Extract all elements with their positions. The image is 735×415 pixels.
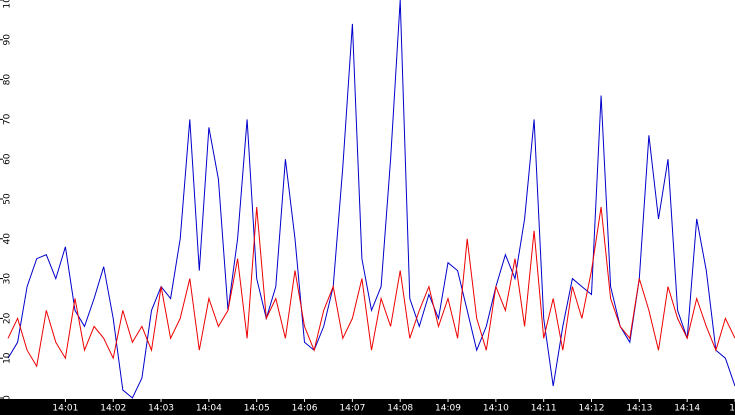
x-axis-bar (0, 399, 735, 415)
x-tick-label: 14:04 (196, 404, 222, 414)
x-tick-label: 14:06 (292, 404, 318, 414)
series-line (7, 0, 735, 399)
y-tick-label: 50 (3, 193, 13, 205)
x-tick-label: 14:02 (100, 404, 126, 414)
y-tick-label: 30 (3, 273, 13, 285)
x-tick-label: 14:01 (52, 404, 78, 414)
x-tick-label: 14:03 (148, 404, 174, 414)
y-tick-label: 60 (3, 153, 13, 165)
y-tick-label: 10 (3, 352, 13, 364)
y-tick-label: 90 (3, 34, 13, 46)
x-tick-label: 14:08 (387, 404, 413, 414)
series-line (7, 206, 735, 368)
x-tick-label: 14:07 (339, 404, 365, 414)
x-tick-label: 14:09 (435, 404, 461, 414)
y-tick-label: 80 (3, 74, 13, 86)
x-tick-label: 14 (729, 404, 735, 414)
x-tick-label: 14:13 (626, 404, 652, 414)
y-tick-label: 70 (3, 113, 13, 125)
x-tick-label: 14:14 (674, 404, 700, 414)
x-tick-label: 14:12 (579, 404, 605, 414)
y-tick-label: 100 (3, 0, 13, 9)
x-tick-label: 14:05 (244, 404, 270, 414)
x-tick-label: 14:10 (483, 404, 509, 414)
x-tick-label: 14:11 (531, 404, 557, 414)
y-tick-label: 20 (3, 312, 13, 324)
y-tick-label: 40 (3, 233, 13, 245)
y-tick-label: 0 (3, 395, 13, 401)
